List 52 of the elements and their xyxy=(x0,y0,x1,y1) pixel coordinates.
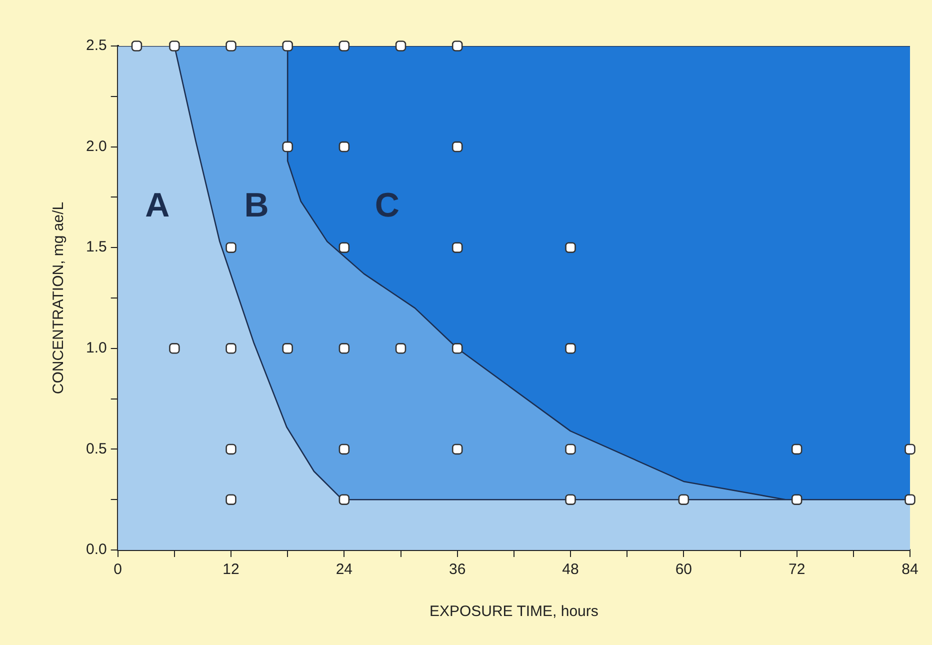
x-tick-label: 12 xyxy=(222,561,240,578)
annotation: B xyxy=(244,186,269,225)
point xyxy=(338,242,350,253)
point xyxy=(452,40,463,52)
point xyxy=(904,444,916,455)
x-tick-label: 84 xyxy=(902,561,918,578)
point xyxy=(226,494,236,505)
point xyxy=(169,40,180,52)
y-tick-label: 2.0 xyxy=(86,138,107,155)
point xyxy=(395,343,406,354)
point xyxy=(791,444,802,455)
y-tick-label: 2.5 xyxy=(86,37,107,54)
y-axis-title: CONCENTRATION, mg ae/L xyxy=(50,202,68,394)
point xyxy=(338,494,350,505)
point xyxy=(678,494,690,505)
point xyxy=(169,343,180,354)
point xyxy=(791,494,802,505)
point xyxy=(452,242,463,253)
annotation: A xyxy=(145,186,170,225)
point xyxy=(565,343,576,354)
annotation: C xyxy=(374,186,400,225)
point xyxy=(452,444,463,455)
point xyxy=(226,444,236,455)
point xyxy=(282,141,293,152)
y-tick-label: 1.0 xyxy=(86,340,107,357)
point xyxy=(282,343,293,354)
y-tick-label: 0.5 xyxy=(86,440,107,458)
x-tick-label: 72 xyxy=(788,561,806,578)
x-tick-label: 48 xyxy=(562,561,579,578)
x-tick-label: 24 xyxy=(336,561,353,578)
point xyxy=(565,494,576,505)
point xyxy=(282,40,293,52)
x-axis-title: EXPOSURE TIME, hours xyxy=(429,603,598,620)
y-tick-label: 1.5 xyxy=(86,238,107,256)
x-tick-label: 0 xyxy=(114,561,122,578)
point xyxy=(131,40,142,52)
point xyxy=(452,343,463,354)
x-tick-label: 36 xyxy=(449,561,466,578)
point xyxy=(338,343,350,354)
point xyxy=(452,141,463,152)
point xyxy=(226,242,236,253)
point xyxy=(565,444,576,455)
x-tick-label: 60 xyxy=(675,561,692,578)
point xyxy=(338,444,350,455)
point xyxy=(904,494,916,505)
point xyxy=(565,242,576,253)
point xyxy=(226,343,236,354)
point xyxy=(226,40,236,52)
point xyxy=(395,40,406,52)
point xyxy=(338,40,350,52)
point xyxy=(338,141,350,152)
y-tick-label: 0.0 xyxy=(86,541,107,558)
